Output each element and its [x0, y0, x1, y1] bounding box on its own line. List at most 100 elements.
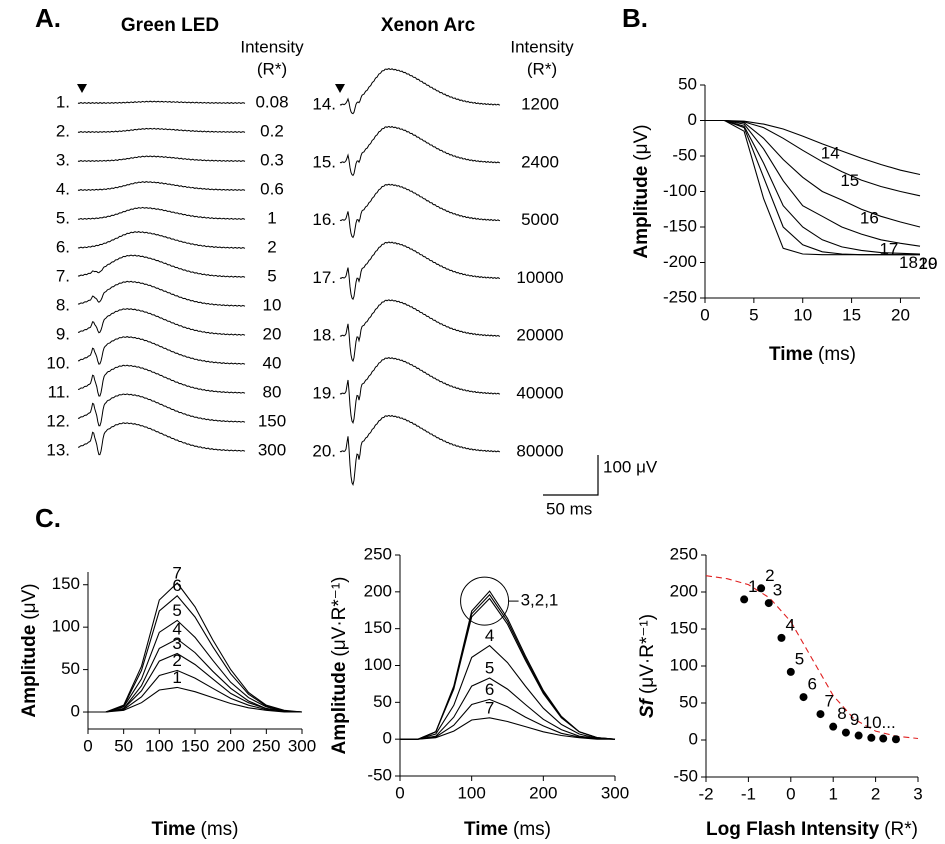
axis-label-bold: Sf: [637, 697, 658, 718]
trace-label: 5.: [56, 208, 70, 227]
series-line: [400, 677, 616, 740]
x-tick-label: -1: [741, 784, 756, 803]
x-tick-label: 200: [216, 736, 244, 755]
trace: [77, 206, 246, 220]
trace-label: 18.: [312, 326, 336, 345]
series-label: 7: [172, 564, 181, 583]
x-tick-label: 150: [181, 736, 209, 755]
x-tick-label: 15: [842, 305, 861, 324]
point: [867, 733, 876, 742]
series-line: [705, 119, 920, 256]
y-tick-label: -50: [672, 145, 697, 164]
intensity: 10: [263, 295, 282, 314]
trace: [77, 254, 246, 278]
series-label: 5: [485, 659, 494, 678]
point-label: 7: [824, 692, 833, 711]
point-label: 5: [795, 649, 804, 668]
trace: [339, 125, 501, 177]
x-tick-label: 300: [288, 736, 316, 755]
intensity: 80000: [516, 441, 563, 460]
y-tick-label: 150: [670, 618, 698, 637]
trace-label: 15.: [312, 152, 336, 171]
axis-label-bold: Time: [464, 819, 508, 840]
y-tick-label: 250: [670, 544, 698, 563]
intensity: 1: [267, 208, 276, 227]
series-label: 16: [860, 209, 879, 228]
x-tick-label: 200: [529, 783, 557, 802]
y-tick-label: -50: [367, 765, 392, 784]
trace: [339, 68, 501, 115]
stimulus-marker: [335, 84, 345, 93]
point-label: 9: [850, 710, 859, 729]
x-tick-label: -2: [698, 784, 713, 803]
trace-label: 17.: [312, 268, 336, 287]
axis-label: Amplitude (μV): [631, 124, 652, 258]
series-label: 5: [172, 601, 181, 620]
point: [854, 731, 863, 740]
point: [799, 693, 808, 702]
point-label: 8: [837, 704, 846, 723]
trace-label: 19.: [312, 383, 336, 402]
axis-label-bold: Time: [152, 819, 196, 840]
point-label: 3: [773, 581, 782, 600]
trace: [77, 100, 246, 104]
trace-label: 12.: [46, 411, 70, 430]
trace-label: 11.: [48, 382, 70, 401]
trace: [77, 280, 246, 307]
trace: [77, 127, 246, 133]
intensity: 5000: [521, 210, 559, 229]
group-title: Green LED: [121, 15, 219, 36]
series-label: 1: [172, 668, 181, 687]
x-tick-label: 2: [871, 784, 880, 803]
axis-label-unit: (μV·R*⁻¹): [329, 577, 350, 657]
series-line: [400, 717, 615, 740]
trace-label: 7.: [56, 266, 70, 285]
x-tick-label: 10: [793, 305, 812, 324]
point: [786, 667, 795, 676]
column-header: Intensity: [240, 37, 304, 56]
trace-label: 6.: [56, 237, 70, 256]
y-tick-label: -150: [663, 216, 697, 235]
trace: [339, 183, 501, 239]
series-label: 4: [485, 626, 494, 645]
intensity: 5: [267, 266, 276, 285]
trace-label: 4.: [56, 179, 70, 198]
x-tick-label: 100: [145, 736, 173, 755]
series-line: [705, 119, 921, 255]
point: [777, 633, 786, 642]
axis-label-unit: (μV·R*⁻¹): [637, 614, 658, 694]
y-tick-label: 100: [364, 655, 392, 674]
x-tick-label: 5: [749, 305, 758, 324]
axis-label-bold: Log Flash Intensity: [706, 819, 880, 840]
series-line: [705, 119, 920, 256]
series-line: [88, 595, 303, 713]
x-tick-label: 1: [828, 784, 837, 803]
series-line: [88, 582, 303, 713]
trace-label: 1.: [56, 92, 70, 111]
trace: [77, 231, 246, 249]
intensity: 20: [263, 324, 282, 343]
intensity: 0.3: [260, 150, 284, 169]
axis-label-unit: (R*): [884, 819, 918, 840]
intensity: 10000: [516, 268, 563, 287]
axis-label: Log Flash Intensity (R*): [706, 819, 918, 840]
intensity: 300: [258, 440, 286, 459]
series-label: 6: [485, 680, 494, 699]
axis-label: Sf (μV·R*⁻¹): [637, 614, 658, 718]
point-label: 2: [765, 566, 774, 585]
trace: [339, 299, 501, 363]
series-label: 14: [821, 143, 840, 162]
trace-label: 9.: [56, 324, 70, 343]
column-header: (R*): [527, 59, 557, 78]
point: [816, 710, 825, 719]
x-tick-label: 0: [700, 305, 709, 324]
point-label: 4: [785, 615, 794, 634]
intensity: 2400: [521, 152, 559, 171]
series-line: [88, 652, 303, 713]
trace-label: 13.: [46, 440, 70, 459]
point-label: 6: [808, 675, 817, 694]
series-line: [400, 597, 616, 740]
trace: [78, 364, 246, 397]
point: [891, 735, 900, 744]
series-label: 15: [840, 171, 859, 190]
